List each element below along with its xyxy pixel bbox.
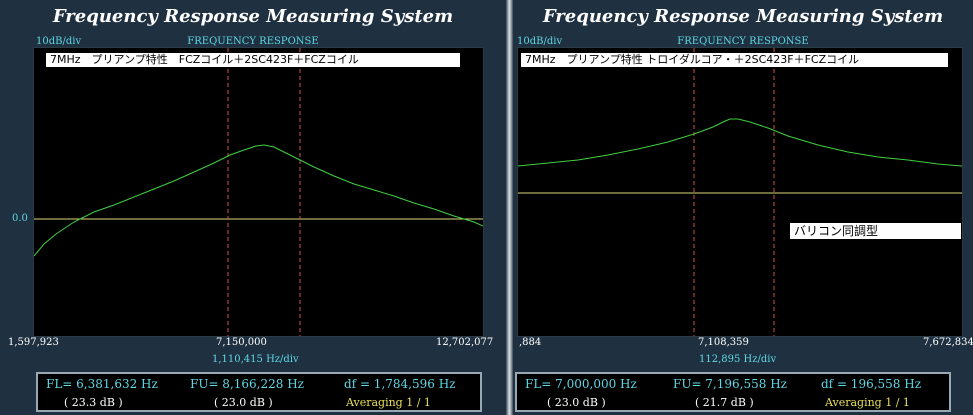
- response-trace: [518, 118, 962, 167]
- fu-value: FU= 7,196,558 Hz: [673, 377, 787, 391]
- system-title: Frequency Response Measuring System: [52, 6, 454, 27]
- fl-db: ( 23.0 dB ): [547, 396, 606, 409]
- right-plot-area: [517, 47, 963, 337]
- averaging-label: Averaging 1 / 1: [346, 396, 431, 409]
- hz-per-div-label: 1,110,415 Hz/div: [212, 354, 299, 365]
- panel-divider: [506, 0, 513, 415]
- right-note: 7MHz プリアンプ特性 トロイダルコア・＋2SC423F＋FCZコイル: [521, 53, 948, 67]
- averaging-label: Averaging 1 / 1: [825, 396, 910, 409]
- scale-label: 10dB/div: [36, 36, 82, 47]
- df-value: df = 1,784,596 Hz: [344, 377, 456, 391]
- fu-db: ( 23.0 dB ): [214, 396, 273, 409]
- right-response-graph: [518, 48, 962, 336]
- response-title: FREQUENCY RESPONSE: [677, 36, 809, 47]
- freq-start-label: ,884: [519, 337, 542, 348]
- scale-label: 10dB/div: [517, 36, 563, 47]
- system-title: Frequency Response Measuring System: [542, 6, 944, 27]
- left-plot-area: [33, 47, 484, 337]
- left-response-graph: [34, 48, 483, 336]
- fu-value: FU= 8,166,228 Hz: [190, 377, 304, 391]
- left-note: 7MHz プリアンプ特性 FCZコイル＋2SC423F＋FCZコイル: [46, 53, 460, 67]
- fl-value: FL= 7,000,000 Hz: [525, 377, 637, 391]
- fl-value: FL= 6,381,632 Hz: [46, 377, 158, 391]
- hz-per-div-label: 112,895 Hz/div: [699, 354, 777, 365]
- measurement-readout: FL= 7,000,000 Hz FU= 7,196,558 Hz df = 1…: [515, 372, 951, 412]
- ref-level-label: 0.0: [12, 213, 28, 224]
- response-title: FREQUENCY RESPONSE: [187, 36, 319, 47]
- freq-center-label: 7,150,000: [216, 337, 267, 348]
- df-value: df = 196,558 Hz: [821, 377, 922, 391]
- freq-end-label: 7,672,834: [923, 337, 973, 348]
- measurement-readout: FL= 6,381,632 Hz FU= 8,166,228 Hz df = 1…: [36, 372, 482, 412]
- freq-center-label: 7,108,359: [698, 337, 749, 348]
- freq-end-label: 12,702,077: [436, 337, 494, 348]
- right-note-2: バリコン同調型: [790, 223, 961, 239]
- freq-start-label: 1,597,923: [8, 337, 59, 348]
- fu-db: ( 21.7 dB ): [695, 396, 754, 409]
- fl-db: ( 23.3 dB ): [64, 396, 123, 409]
- response-trace: [34, 144, 483, 257]
